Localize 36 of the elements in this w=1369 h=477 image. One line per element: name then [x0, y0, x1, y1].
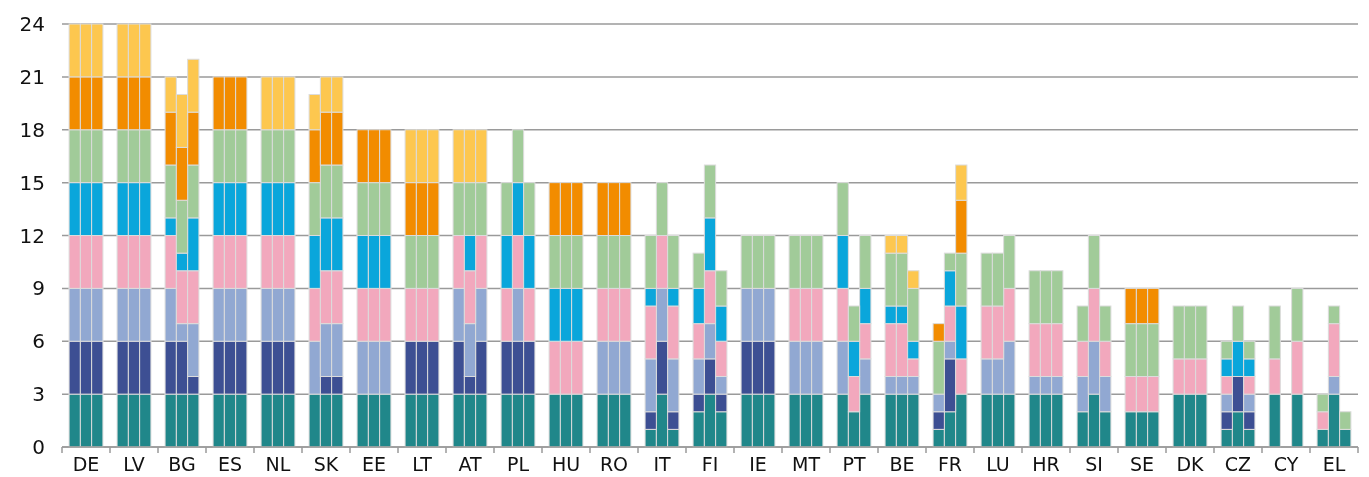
x-tick-label: IT: [653, 453, 671, 475]
x-tick-label: IE: [749, 453, 767, 475]
x-tick-label: EL: [1322, 453, 1346, 475]
x-tick-label: LU: [986, 453, 1010, 475]
x-tick-label: FR: [937, 453, 963, 475]
x-tick-label: ES: [217, 453, 243, 475]
x-tick-label: BE: [889, 453, 915, 475]
y-tick-label: 9: [32, 276, 45, 301]
y-tick-label: 12: [19, 223, 45, 248]
y-tick-label: 3: [32, 382, 45, 407]
x-tick-label: FI: [701, 453, 719, 475]
y-tick-label: 15: [19, 170, 45, 195]
x-tick-label: LV: [123, 453, 145, 475]
x-tick-label: PT: [842, 453, 866, 475]
y-tick-label: 18: [19, 117, 45, 142]
x-tick-label: DE: [72, 453, 100, 475]
x-tick-label: SE: [1129, 453, 1155, 475]
x-tick-label: DK: [1176, 453, 1205, 475]
y-tick-label: 24: [19, 12, 45, 36]
x-tick-label: SI: [1085, 453, 1103, 475]
x-tick-label: SK: [313, 453, 339, 475]
y-tick-label: 21: [19, 64, 45, 89]
x-tick-label: PL: [506, 453, 530, 475]
x-tick-label: RO: [599, 453, 629, 475]
x-tick-label: CZ: [1224, 453, 1252, 475]
x-tick-label: EE: [361, 453, 387, 475]
x-tick-label: NL: [265, 453, 291, 475]
y-tick-label: 6: [32, 329, 45, 354]
x-tick-label: CY: [1273, 453, 1299, 475]
x-tick-label: BG: [168, 453, 196, 475]
x-tick-label: MT: [792, 453, 821, 475]
x-tick-label: HR: [1032, 453, 1060, 475]
x-tick-label: AT: [458, 453, 482, 475]
x-tick-label: HU: [551, 453, 581, 475]
x-tick-label: LT: [412, 453, 433, 475]
y-tick-label: 0: [32, 435, 45, 459]
